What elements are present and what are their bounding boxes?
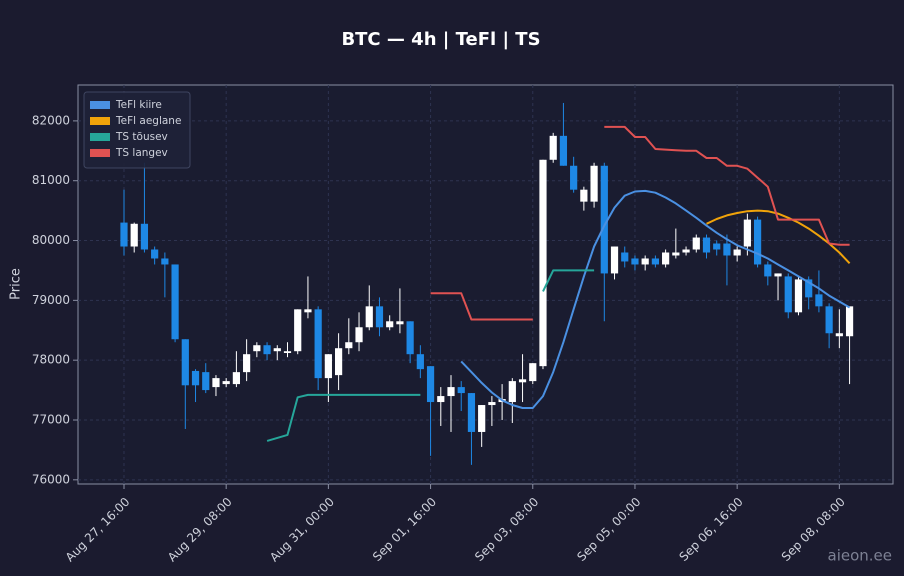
line-series bbox=[460, 189, 851, 409]
legend-label: TeFl aeglane bbox=[115, 115, 181, 127]
y-tick-label: 78000 bbox=[32, 353, 70, 367]
candle-body bbox=[161, 258, 169, 265]
candle-body bbox=[478, 405, 486, 432]
y-tick-label: 80000 bbox=[32, 233, 70, 247]
candle-body bbox=[294, 309, 302, 352]
candle-body bbox=[549, 135, 557, 160]
candle-body bbox=[120, 222, 128, 247]
candle-body bbox=[355, 327, 363, 343]
candle-body bbox=[243, 354, 251, 373]
candle-body bbox=[426, 366, 435, 403]
candle-body bbox=[845, 306, 854, 337]
candle-body bbox=[825, 306, 833, 334]
line-series bbox=[266, 269, 595, 442]
candle-body bbox=[304, 309, 312, 313]
candle-body bbox=[764, 264, 772, 277]
candle-body bbox=[345, 342, 353, 349]
line-series bbox=[430, 125, 850, 321]
legend-label: TS tõusev bbox=[115, 131, 168, 143]
candle-body bbox=[835, 333, 843, 337]
candle-body bbox=[610, 246, 619, 274]
chart-title: BTC — 4h | TeFl | TS bbox=[341, 29, 540, 50]
candle-body bbox=[529, 363, 537, 382]
legend-swatch bbox=[90, 133, 110, 141]
candle-body bbox=[202, 372, 210, 391]
legend-swatch bbox=[90, 117, 110, 125]
candle-body bbox=[386, 321, 394, 328]
candle-body bbox=[631, 258, 639, 265]
candle-body bbox=[151, 249, 159, 259]
candle-body bbox=[406, 321, 414, 355]
candle-body bbox=[743, 219, 751, 247]
candle-body bbox=[467, 393, 476, 432]
candle-body bbox=[784, 276, 792, 313]
candle-body bbox=[621, 252, 629, 262]
candle-body bbox=[396, 321, 404, 325]
candle-body bbox=[641, 258, 649, 265]
candle-body bbox=[539, 159, 547, 367]
candle-body bbox=[733, 249, 741, 256]
candle-body bbox=[774, 273, 782, 277]
marks bbox=[120, 102, 854, 465]
candle-body bbox=[692, 237, 700, 250]
candle-body bbox=[815, 294, 823, 307]
candle-body bbox=[375, 306, 384, 328]
candle-body bbox=[753, 219, 762, 265]
candle-body bbox=[662, 252, 670, 265]
legend-label: TeFl kiire bbox=[115, 99, 162, 111]
y-tick-label: 77000 bbox=[32, 412, 70, 426]
candle-body bbox=[253, 345, 261, 352]
legend-label: TS langev bbox=[115, 147, 168, 159]
candle-body bbox=[181, 339, 189, 386]
candle-body bbox=[672, 252, 680, 256]
candle-body bbox=[283, 351, 292, 353]
plot-area bbox=[77, 84, 894, 485]
candle-body bbox=[570, 165, 578, 190]
y-tick-label: 79000 bbox=[32, 293, 70, 307]
candle-body bbox=[416, 354, 424, 370]
candle-body bbox=[713, 243, 721, 250]
candle-body bbox=[232, 372, 241, 385]
candle-body bbox=[559, 135, 568, 166]
candle-body bbox=[365, 306, 373, 328]
legend-swatch bbox=[90, 101, 110, 109]
y-tick-label: 81000 bbox=[32, 173, 70, 187]
candle-body bbox=[600, 165, 608, 274]
candle-body bbox=[130, 223, 138, 247]
candle-body bbox=[488, 402, 496, 406]
candle-body bbox=[805, 279, 813, 298]
candle-body bbox=[273, 348, 281, 352]
candle-body bbox=[437, 396, 445, 403]
legend-swatch bbox=[90, 149, 110, 157]
candle-body bbox=[191, 370, 200, 386]
candle-body bbox=[508, 381, 516, 403]
candle-body bbox=[447, 387, 455, 397]
y-tick-label: 82000 bbox=[32, 113, 70, 127]
candle-body bbox=[590, 165, 598, 202]
candle-body bbox=[651, 258, 659, 265]
candle-body bbox=[263, 345, 271, 355]
candle-body bbox=[794, 279, 803, 313]
candle-body bbox=[212, 378, 220, 388]
watermark: aieon.ee bbox=[828, 547, 893, 565]
legend-box bbox=[83, 91, 191, 169]
candle-body bbox=[457, 387, 465, 394]
candle-body bbox=[580, 189, 588, 202]
y-tick-label: 76000 bbox=[32, 472, 70, 486]
candle-body bbox=[314, 309, 322, 379]
candle-body bbox=[334, 348, 343, 376]
candle-body bbox=[702, 237, 711, 253]
candle-body bbox=[171, 264, 179, 340]
candle-body bbox=[682, 249, 690, 253]
candle-body bbox=[518, 379, 527, 383]
line-series bbox=[706, 209, 851, 264]
candle-body bbox=[723, 243, 731, 256]
candle-body bbox=[140, 223, 149, 250]
candle-body bbox=[222, 381, 230, 385]
candle-body bbox=[324, 354, 332, 379]
y-axis-label: Price bbox=[9, 268, 24, 300]
legend: TeFl kiire TeFl aeglane TS tõusev TS langev bbox=[83, 91, 191, 169]
